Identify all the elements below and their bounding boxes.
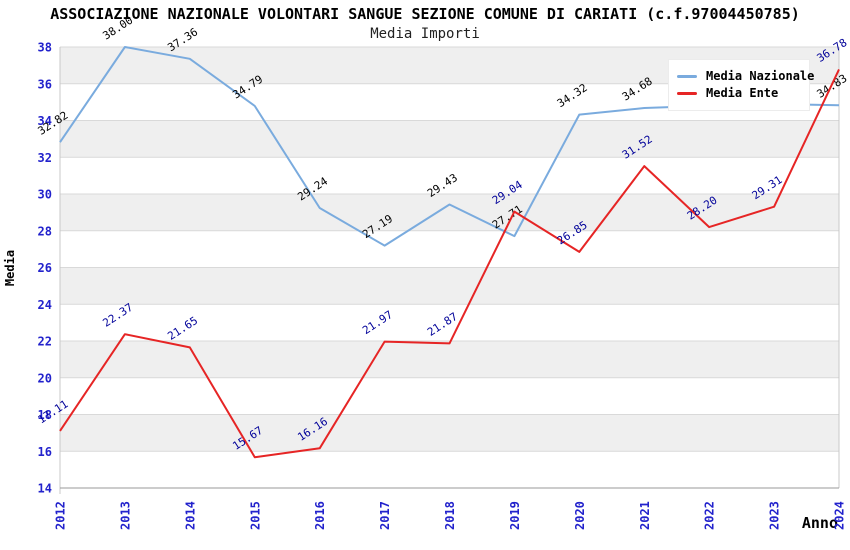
x-tick-label: 2019 (508, 501, 522, 530)
y-tick-label: 32 (38, 151, 52, 165)
y-tick-label: 20 (38, 371, 52, 385)
legend-line-swatch-blue-icon (677, 74, 697, 78)
y-tick-label: 34 (38, 114, 52, 128)
plot-band (60, 414, 839, 452)
y-axis-label: Media (3, 250, 17, 286)
x-tick-label: 2016 (313, 501, 327, 530)
x-tick-label: 2022 (703, 501, 717, 530)
legend-label-media-nazionale: Media Nazionale (706, 69, 815, 83)
plot-band (60, 120, 839, 158)
x-tick-label: 2021 (638, 501, 652, 530)
x-tick-label: 2014 (183, 501, 197, 530)
x-tick-label: 2015 (248, 501, 262, 530)
series-line-media-ente (59, 68, 840, 459)
x-tick-label: 2013 (118, 501, 132, 530)
y-tick-label: 28 (38, 224, 52, 238)
legend-line-swatch-red-icon (677, 91, 697, 95)
legend-item-media-ente: Media Ente (677, 86, 801, 100)
chart-subtitle: Media Importi (370, 26, 480, 42)
x-tick-label: 2023 (768, 501, 782, 530)
x-axis-label: Anno (802, 514, 838, 532)
data-label: 22.37 (100, 301, 135, 330)
y-tick-label: 38 (38, 41, 52, 55)
y-tick-label: 24 (38, 298, 52, 312)
x-tick-label: 2012 (54, 501, 68, 530)
x-tick-label: 2017 (378, 501, 392, 530)
plot-band (60, 341, 839, 378)
data-label: 38.00 (100, 14, 135, 43)
data-label: 21.97 (360, 308, 395, 337)
y-tick-label: 18 (38, 408, 52, 422)
x-tick-label: 2018 (443, 501, 457, 530)
data-label: 21.65 (165, 314, 200, 343)
data-label: 34.32 (555, 81, 590, 110)
y-tick-label: 16 (38, 445, 52, 459)
y-tick-label: 22 (38, 335, 52, 349)
legend-box: Media Nazionale Media Ente (668, 59, 814, 111)
x-tick-label: 2024 (833, 501, 847, 530)
plot-band (60, 194, 839, 231)
legend-item-media-nazionale: Media Nazionale (677, 69, 814, 83)
y-tick-label: 36 (38, 77, 52, 91)
x-tick-label: 2020 (573, 501, 587, 530)
chart-title: ASSOCIAZIONE NAZIONALE VOLONTARI SANGUE … (50, 5, 800, 23)
legend-label-media-ente: Media Ente (706, 86, 779, 100)
y-tick-label: 30 (38, 188, 52, 202)
y-tick-label: 26 (38, 261, 52, 275)
plot-band (60, 267, 839, 305)
y-tick-label: 14 (38, 482, 52, 496)
